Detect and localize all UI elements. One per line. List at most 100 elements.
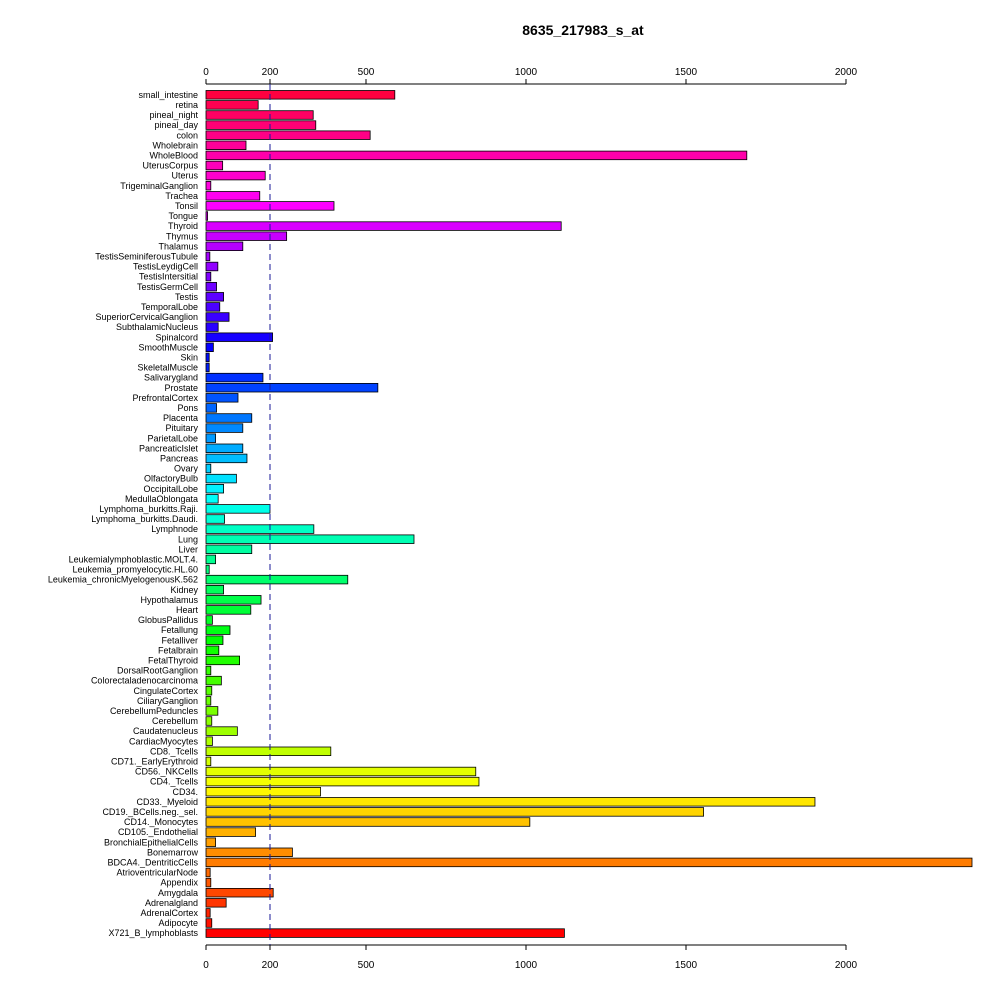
- category-label: CD56._NKCells: [135, 767, 199, 777]
- category-label: TrigeminalGanglion: [120, 181, 198, 191]
- category-label: Uterus: [171, 171, 198, 181]
- category-label: Appendix: [160, 878, 198, 888]
- category-label: Leukemia_chronicMyelogenousK.562: [48, 575, 198, 585]
- category-label: Fetallung: [161, 625, 198, 635]
- bar: [205, 564, 210, 575]
- bar: [205, 877, 212, 888]
- tick-label: 500: [358, 67, 375, 78]
- category-label: PancreaticIslet: [139, 443, 199, 453]
- bar: [205, 857, 973, 868]
- bar: [205, 888, 274, 898]
- bar: [205, 322, 219, 332]
- category-label: Pons: [177, 403, 198, 413]
- bar: [205, 756, 212, 767]
- category-label: TemporalLobe: [141, 302, 198, 312]
- category-label: CD71._EarlyErythroid: [111, 757, 198, 767]
- tick-label: 200: [262, 960, 279, 971]
- category-label: Skin: [180, 353, 198, 363]
- category-label: Lung: [178, 534, 198, 544]
- category-label: TestisLeydigCell: [133, 262, 198, 272]
- category-label: Amygdala: [158, 888, 198, 898]
- category-label: AdrenalCortex: [140, 908, 198, 918]
- bar: [205, 554, 217, 565]
- category-label: colon: [176, 130, 198, 140]
- bar: [205, 837, 217, 847]
- bar: [205, 423, 244, 433]
- bar: [205, 686, 213, 696]
- bar: [205, 251, 211, 262]
- category-label: Wholebrain: [152, 140, 198, 150]
- bar: [205, 382, 379, 393]
- bar: [205, 150, 748, 161]
- category-label: Cerebellum: [152, 716, 198, 726]
- bar: [205, 302, 221, 312]
- category-label: Bonemarrow: [147, 847, 199, 857]
- category-label: CD19._BCells.neg._sel.: [102, 807, 198, 817]
- bar: [205, 463, 212, 474]
- category-label: OlfactoryBulb: [144, 474, 198, 484]
- category-label: Tongue: [168, 211, 198, 221]
- category-label: Adipocyte: [158, 918, 198, 928]
- category-label: SkeletalMuscle: [137, 363, 198, 373]
- category-label: Trachea: [165, 191, 198, 201]
- tick-label: 500: [358, 960, 375, 971]
- category-label: SubthalamicNucleus: [116, 322, 199, 332]
- category-label: Pituitary: [165, 423, 198, 433]
- bar: [205, 100, 259, 110]
- category-label: PrefrontalCortex: [132, 393, 198, 403]
- category-label: Liver: [178, 544, 198, 554]
- bar: [205, 180, 212, 191]
- bar: [205, 170, 266, 181]
- category-label: small_intestine: [138, 90, 198, 100]
- bar: [205, 817, 531, 827]
- bar: [205, 766, 477, 777]
- bar: [205, 483, 225, 494]
- category-label: Caudatenucleus: [133, 726, 199, 736]
- bar: [205, 271, 212, 282]
- bar: [205, 110, 314, 120]
- bar: [205, 130, 371, 140]
- bar: [205, 191, 261, 201]
- category-label: TestisGermCell: [137, 282, 198, 292]
- bar: [205, 645, 220, 656]
- category-label: CD33._Myeloid: [136, 797, 198, 807]
- bar: [205, 635, 224, 645]
- category-label: pineal_night: [149, 110, 198, 120]
- bar: [205, 494, 219, 504]
- category-label: WholeBlood: [149, 151, 198, 161]
- category-label: Salivarygland: [144, 373, 198, 383]
- bar: [205, 827, 256, 837]
- category-label: GlobusPallidus: [138, 615, 199, 625]
- bar: [205, 544, 253, 555]
- bar: [205, 807, 705, 817]
- category-label: Testis: [175, 292, 199, 302]
- bar: [205, 281, 217, 292]
- bar: [205, 787, 321, 797]
- bar: [205, 332, 273, 342]
- bar: [205, 847, 293, 858]
- bar: [205, 372, 264, 383]
- bar: [205, 706, 219, 716]
- bar: [205, 908, 211, 918]
- bottom-x-axis: 0 200 500 1000 1500 2000: [203, 944, 858, 971]
- bar: [205, 221, 562, 231]
- category-label: Hypothalamus: [140, 595, 198, 605]
- bar: [205, 160, 224, 171]
- bar: [205, 261, 219, 272]
- bar: [205, 605, 252, 615]
- bar: [205, 675, 222, 686]
- category-label: CardiacMyocytes: [129, 736, 199, 746]
- bar: [205, 736, 213, 746]
- bar: [205, 231, 288, 241]
- bar: [205, 797, 816, 807]
- bar: [205, 696, 212, 706]
- category-label: ParietalLobe: [147, 433, 198, 443]
- category-label: Prostate: [164, 383, 198, 393]
- tick-label: 1500: [675, 960, 698, 971]
- category-label: Leukemia_promyelocytic.HL.60: [72, 565, 198, 575]
- bar: [205, 665, 212, 676]
- bar: [205, 716, 213, 726]
- bar: [205, 574, 349, 585]
- bar: [205, 292, 225, 302]
- category-label: TestisIntersitial: [139, 272, 198, 282]
